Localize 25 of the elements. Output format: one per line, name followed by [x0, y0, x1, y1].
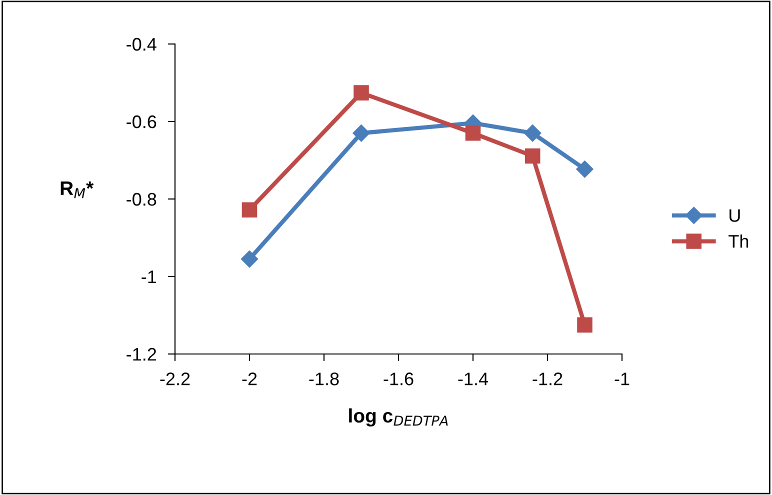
y-tick-label: -0.8	[126, 192, 156, 206]
x-tick-label: -1	[614, 372, 630, 386]
x-tick-label: -1.6	[384, 372, 414, 386]
x-tick-label: -1.8	[309, 372, 339, 386]
y-axis-title: R$_{M}$*	[60, 182, 94, 198]
point	[240, 250, 258, 268]
point	[576, 160, 594, 178]
y-tick-label: -1.2	[126, 348, 156, 361]
x-tick-label: -1.4	[458, 372, 488, 386]
x-tick-label: -1.2	[532, 372, 562, 386]
point	[577, 317, 592, 333]
legend-label: Th	[728, 234, 748, 248]
x-tick-label: -2	[242, 372, 257, 386]
legend-label: U	[730, 209, 740, 222]
y-tick-label: -1	[142, 270, 156, 284]
point	[524, 148, 540, 164]
x-axis-title: log c$_{DEDTPA}$	[349, 408, 448, 427]
y-tick-label: -0.6	[126, 115, 156, 128]
point	[524, 124, 542, 142]
point	[465, 125, 481, 141]
point	[354, 85, 369, 100]
y-tick-label: -0.4	[126, 38, 156, 51]
point	[352, 124, 370, 142]
point	[242, 202, 258, 218]
x-tick-label: -2.2	[160, 372, 190, 386]
